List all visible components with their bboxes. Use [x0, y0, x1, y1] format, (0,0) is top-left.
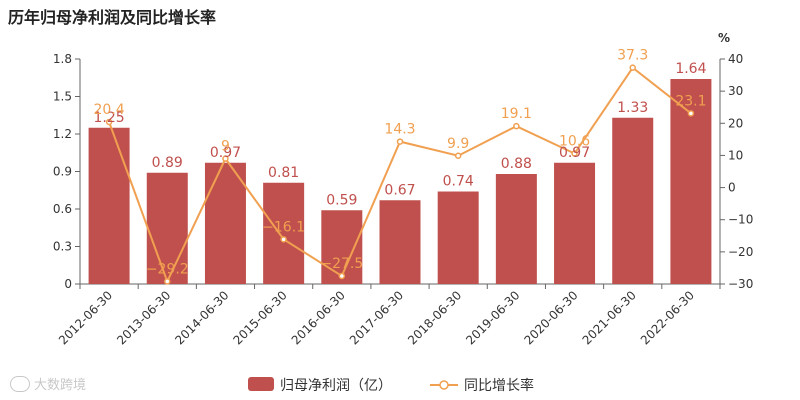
- right-tick-label: 40: [728, 52, 743, 66]
- bar: [204, 162, 246, 284]
- legend-line-label: 同比增长率: [464, 377, 534, 394]
- line-value-label: 9.9: [447, 136, 469, 152]
- line-value-label: 20.4: [94, 102, 125, 118]
- line-value-label: 37.3: [617, 48, 648, 64]
- left-tick-label: 0: [64, 277, 72, 291]
- bar-value-label: 0.97: [559, 145, 590, 161]
- bar-value-label: 0.89: [152, 155, 183, 171]
- x-category-label: 2022-06-30: [638, 288, 697, 347]
- growth-rate-point: [338, 272, 346, 280]
- line-value-label: 10.6: [559, 134, 590, 150]
- bar-value-label: 0.74: [443, 174, 474, 190]
- x-category-label: 2019-06-30: [463, 288, 522, 347]
- line-value-label: 9: [221, 139, 230, 155]
- line-value-label: 14.3: [384, 122, 415, 138]
- legend-line-marker: [439, 380, 449, 390]
- bar: [554, 162, 596, 284]
- legend-bar-label: 归母净利润（亿）: [280, 377, 392, 394]
- right-tick-label: −20: [728, 245, 753, 259]
- growth-rate-point: [164, 278, 171, 285]
- bar-value-label: 0.81: [268, 165, 299, 181]
- growth-rate-point: [396, 138, 404, 145]
- growth-rate-point: [513, 122, 520, 130]
- right-tick-label: −10: [728, 213, 753, 227]
- left-tick-label: 0.3: [53, 240, 72, 254]
- bar-value-label: 1.25: [94, 110, 125, 126]
- growth-rate-point: [105, 118, 113, 126]
- bar-value-label: 1.33: [617, 100, 648, 116]
- bar: [321, 210, 363, 284]
- line-value-label: −27.5: [320, 256, 363, 272]
- line-value-label: 23.1: [675, 93, 706, 109]
- x-category-label: 2017-06-30: [347, 288, 406, 347]
- bar: [495, 174, 537, 284]
- left-tick-label: 0.6: [53, 202, 72, 216]
- x-category-label: 2016-06-30: [289, 288, 348, 347]
- bar-value-label: 0.97: [210, 145, 241, 161]
- bar: [88, 127, 130, 284]
- bar: [612, 117, 654, 284]
- growth-rate-point: [280, 236, 287, 243]
- legend-bar-swatch: [248, 377, 274, 391]
- bar: [263, 182, 305, 284]
- bar: [670, 79, 712, 284]
- growth-rate-point: [222, 155, 229, 162]
- right-tick-label: 10: [728, 148, 743, 162]
- right-tick-label: −30: [728, 277, 753, 291]
- right-tick-label: 20: [728, 116, 743, 130]
- line-value-label: −29.2: [146, 261, 189, 277]
- bar-value-label: 1.64: [675, 61, 706, 77]
- bar-value-label: 0.59: [326, 192, 357, 208]
- line-value-label: −16.1: [262, 219, 305, 235]
- growth-rate-point: [629, 64, 636, 71]
- right-tick-label: 0: [728, 181, 736, 195]
- x-category-label: 2015-06-30: [231, 288, 290, 347]
- left-tick-label: 1.2: [53, 127, 72, 141]
- bar: [379, 200, 421, 284]
- watermark-text: 大数跨境: [34, 378, 87, 393]
- right-tick-label: 30: [728, 84, 743, 98]
- line-value-label: 19.1: [501, 106, 532, 122]
- bar-value-label: 0.88: [501, 156, 532, 172]
- growth-rate-point: [687, 110, 695, 117]
- x-category-label: 2021-06-30: [580, 288, 639, 347]
- left-tick-label: 1.8: [53, 52, 72, 66]
- x-category-label: 2020-06-30: [521, 288, 580, 347]
- x-category-label: 2014-06-30: [172, 288, 231, 347]
- watermark-logo-icon: [10, 375, 30, 392]
- bar-value-label: 0.67: [384, 182, 415, 198]
- growth-rate-point: [571, 150, 578, 157]
- chart-title: 历年归母净利润及同比增长率: [8, 8, 217, 27]
- left-tick-label: 1.5: [53, 90, 72, 104]
- x-category-label: 2018-06-30: [405, 288, 464, 347]
- x-category-label: 2013-06-30: [114, 288, 173, 347]
- x-category-label: 2012-06-30: [56, 288, 115, 347]
- left-tick-label: 0.9: [53, 165, 72, 179]
- watermark: 大数跨境: [10, 374, 86, 393]
- bar: [437, 191, 479, 284]
- bar: [146, 172, 188, 284]
- right-axis-unit: %: [718, 31, 730, 45]
- growth-rate-point: [454, 152, 462, 159]
